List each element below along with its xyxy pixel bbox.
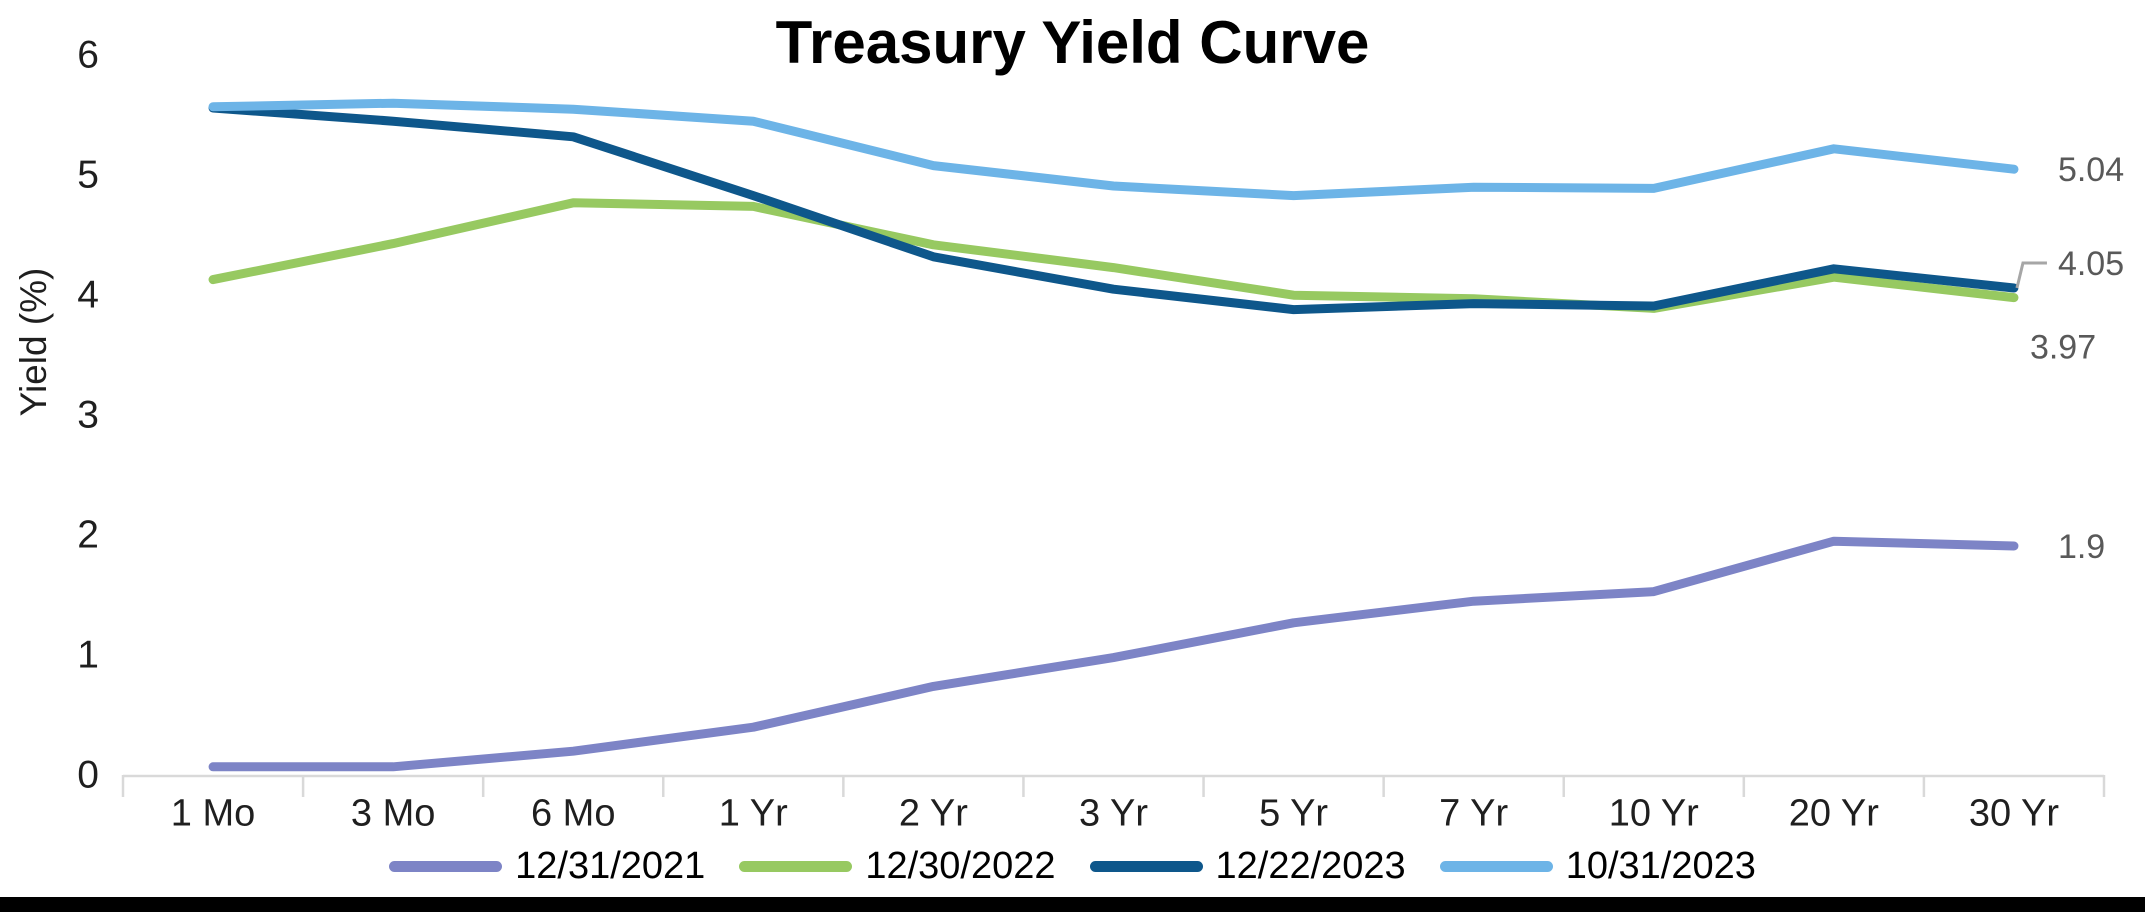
legend-swatch: [1439, 860, 1553, 872]
leader-line: [2015, 261, 2047, 289]
y-axis-tick-label: 6: [77, 34, 99, 77]
x-axis-label: 6 Mo: [531, 792, 615, 834]
series-line: [208, 536, 2019, 772]
y-axis-tick-label: 1: [77, 634, 99, 677]
legend-label: 12/22/2023: [1215, 844, 1406, 887]
x-axis-label: 3 Mo: [351, 792, 435, 834]
x-axis-label: 3 Yr: [1079, 792, 1148, 834]
x-axis-label: 7 Yr: [1439, 792, 1508, 834]
legend-swatch: [389, 860, 503, 872]
legend-item: 12/22/2023: [1089, 844, 1406, 888]
series-end-label: 3.97: [2030, 329, 2096, 367]
bottom-black-bar: [0, 897, 2145, 912]
x-axis-label: 2 Yr: [899, 792, 968, 834]
legend-item: 12/30/2022: [739, 844, 1056, 888]
legend-item: 10/31/2023: [1439, 844, 1756, 888]
y-axis-tick-label: 5: [77, 154, 99, 197]
y-axis-tick-label: 2: [77, 514, 99, 557]
legend-label: 12/31/2021: [515, 844, 706, 887]
series-end-label: 1.9: [2058, 528, 2105, 566]
legend-label: 10/31/2023: [1565, 844, 1756, 887]
legend-label: 12/30/2022: [865, 844, 1056, 887]
series-line: [208, 98, 2019, 201]
x-axis-label: 1 Mo: [171, 792, 255, 834]
y-axis-tick-label: 4: [77, 274, 99, 317]
series-line: [208, 103, 2019, 315]
y-axis-tick-label: 0: [77, 754, 99, 797]
legend-swatch: [1089, 860, 1203, 872]
legend-swatch: [739, 860, 853, 872]
chart-title: Treasury Yield Curve: [775, 9, 1370, 76]
x-axis-label: 30 Yr: [1969, 792, 2059, 834]
series-end-label: 4.05: [2058, 245, 2124, 283]
x-axis-label: 5 Yr: [1259, 792, 1328, 834]
legend: 12/31/2021 12/30/2022 12/22/2023 10/31/2023: [0, 843, 2145, 889]
series-end-label: 5.04: [2058, 151, 2124, 189]
legend-item: 12/31/2021: [389, 845, 705, 888]
x-axis-label: 10 Yr: [1609, 792, 1699, 834]
y-axis-tick-label: 3: [77, 394, 99, 437]
x-axis-label: 20 Yr: [1789, 792, 1879, 834]
x-axis-label: 1 Yr: [719, 792, 788, 834]
